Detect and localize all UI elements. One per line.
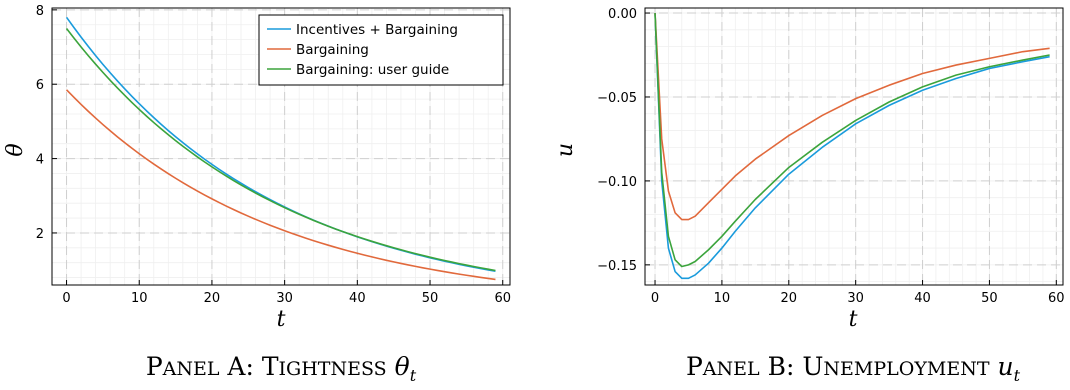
legend-label-1: Incentives + Bargaining [296,22,458,38]
panel-a-xtick-label: 30 [276,291,293,306]
panel-a-ylabel: θ [3,143,28,156]
panel-a-caption-word-lead: T [262,352,279,381]
panel-a-xlabel: t [277,307,286,332]
panel-b-xtick-label: 20 [781,291,798,306]
panel-b-xlabel: t [849,307,858,332]
panel-b-ylabel: u [553,143,578,157]
panel-b-frame [645,8,1063,285]
legend: Incentives + Bargaining Bargaining Bargain… [259,15,503,85]
panel-a-xtick-label: 20 [204,291,221,306]
panel-b-ytick-label: −0.15 [597,259,637,274]
panel-a-caption-lead: P [146,352,163,381]
panel-b-ticks: 0 10 20 30 40 50 60 0.00 −0.05 −0.10 −0.15 [597,7,1064,306]
panel-a-caption-letter: A: [219,352,261,381]
panel-a-xtick-label: 10 [131,291,148,306]
panel-a-caption-word-rest: IGHTNESS [279,358,387,380]
panel-b-caption-lead: P [686,352,703,381]
panel-a-xtick-label: 0 [62,291,70,306]
panel-b-series [655,13,1050,278]
panel-b-series-line-3 [655,13,1050,266]
panel-b-caption-subscript: t [1014,366,1021,385]
panel-b: 0 10 20 30 40 50 60 0.00 −0.05 −0.10 −0.15 t u PAN… [553,7,1065,385]
panel-b-caption-symbol: u [998,352,1014,381]
panel-b-xtick-label: 0 [651,291,659,306]
panel-b-xtick-label: 10 [714,291,731,306]
panel-a-xtick-label: 60 [494,291,511,306]
panel-b-caption-word-lead: U [802,352,823,381]
panel-b-xtick-label: 60 [1048,291,1065,306]
panel-a-xtick-label: 50 [422,291,439,306]
panel-b-xtick-label: 50 [981,291,998,306]
panel-b-ytick-label: −0.10 [597,175,637,190]
panel-a-caption: PANEL A: TIGHTNESS θt [146,352,417,385]
panel-b-xtick-label: 30 [847,291,864,306]
panel-a-caption-subscript: t [410,366,417,385]
panel-a: 0 10 20 30 40 50 60 2 4 6 8 t θ Incentives + Barga… [3,4,511,385]
panel-a-ytick-label: 4 [36,153,44,168]
panel-a-series-line-2 [67,90,496,280]
panel-a-ytick-label: 2 [36,227,44,242]
panel-b-xtick-label: 40 [914,291,931,306]
panel-b-caption-letter: B: [760,352,803,381]
panel-b-caption: PANEL B: UNEMPLOYMENT ut [686,352,1021,385]
legend-label-3: Bargaining: user guide [296,62,449,78]
panel-a-xtick-label: 40 [349,291,366,306]
panel-b-series-line-1 [655,13,1050,278]
panel-a-ytick-label: 8 [36,4,44,19]
panel-b-series-line-2 [655,13,1050,219]
panel-a-ytick-label: 6 [36,78,44,93]
panel-b-caption-lead-rest: ANEL [702,358,760,380]
panel-b-grid [645,8,1063,285]
panel-b-caption-word-rest: NEMPLOYMENT [823,358,989,380]
panel-b-ytick-label: 0.00 [608,7,637,22]
panel-b-ytick-label: −0.05 [597,91,637,106]
panel-a-caption-lead-rest: ANEL [162,358,220,380]
legend-label-2: Bargaining [296,42,369,58]
panel-a-caption-symbol: θ [395,352,410,381]
